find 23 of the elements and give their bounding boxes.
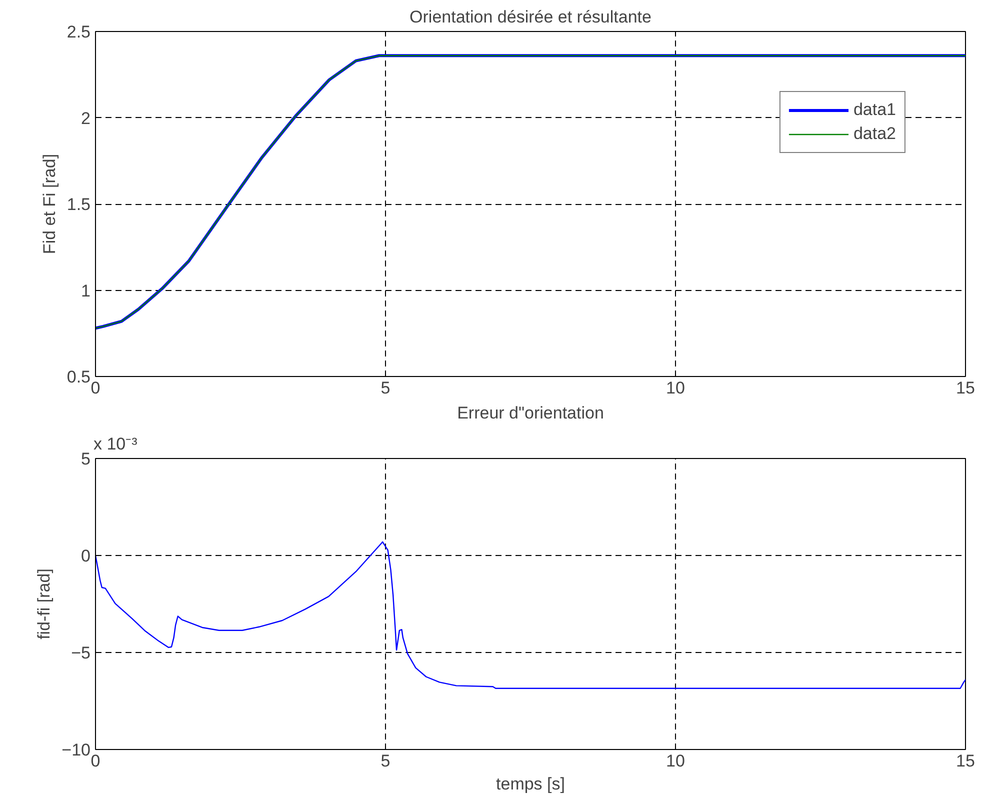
legend-label: data1: [853, 100, 896, 120]
y-tick-label: 5: [81, 450, 91, 468]
x-tick-label: 15: [956, 378, 975, 398]
y-axis-title: fid-fi [rad]: [34, 568, 54, 640]
x-tick-label: 10: [666, 378, 685, 398]
y-tick-label: 0: [81, 546, 91, 566]
y-tick-label: −10: [62, 740, 91, 760]
x-tick-label: 15: [956, 752, 975, 770]
x-axis-title: temps [s]: [496, 774, 565, 794]
x-tick-label: 5: [380, 752, 390, 770]
y-axis-title: Fid et Fi [rad]: [40, 154, 59, 254]
chart-title: Orientation désirée et résultante: [410, 8, 652, 26]
y-tick-label: 2.5: [66, 22, 91, 42]
x-tick-label: 10: [666, 752, 685, 770]
text: x 10⁻³: [94, 434, 138, 454]
y-tick-label: 1.5: [66, 195, 91, 214]
chart-title: Erreur d"orientation: [457, 404, 604, 422]
y-tick-label: 0.5: [66, 368, 91, 386]
y-tick-label: 2: [81, 108, 91, 128]
y-tick-label: 1: [81, 281, 91, 300]
y-tick-label: −5: [71, 644, 91, 662]
x-tick-label: 5: [380, 378, 390, 398]
legend-label: data2: [853, 124, 896, 144]
